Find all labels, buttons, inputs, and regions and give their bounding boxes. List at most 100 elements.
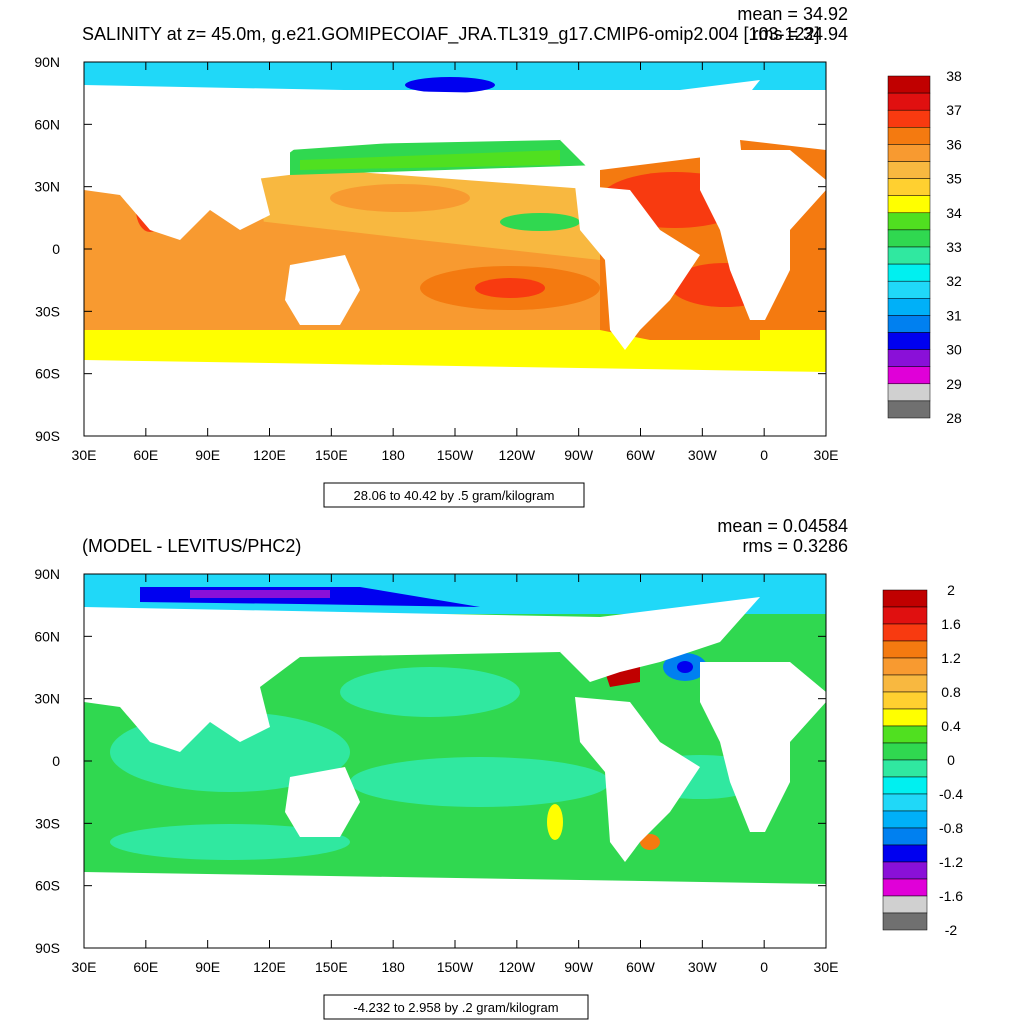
lat-label: 30S bbox=[35, 815, 60, 831]
africa-landmass bbox=[700, 662, 826, 832]
colorbar-swatch bbox=[887, 280, 931, 299]
lon-label: 30E bbox=[814, 959, 839, 975]
lon-label: 0 bbox=[760, 447, 768, 463]
lat-label: 90S bbox=[35, 940, 60, 956]
difference-panel: (MODEL - LEVITUS/PHC2) mean = 0.04584 rm… bbox=[0, 512, 1024, 1024]
colorbar-label: 29 bbox=[946, 376, 962, 392]
colorbar-swatch bbox=[887, 298, 931, 316]
colorbar-swatch bbox=[882, 742, 928, 761]
eurasia-landmass bbox=[84, 85, 620, 240]
map-plot-area bbox=[83, 61, 827, 437]
colorbar-swatch bbox=[882, 776, 928, 795]
colorbar-label: -0.4 bbox=[939, 786, 963, 802]
colorbar-labels: 38 37 36 35 34 33 32 31 30 29 28 bbox=[946, 68, 962, 426]
colorbar-label: 33 bbox=[946, 239, 962, 255]
lat-label: 0 bbox=[52, 241, 60, 257]
lat-label: 30S bbox=[35, 303, 60, 319]
colorbar-swatch bbox=[887, 332, 931, 350]
lon-ticks bbox=[83, 574, 827, 948]
colorbar-swatch bbox=[887, 144, 931, 162]
lat-ticks bbox=[84, 573, 826, 949]
contour-info-box bbox=[323, 994, 589, 1020]
colorbar-swatch bbox=[887, 195, 931, 214]
lon-label: 90E bbox=[195, 959, 220, 975]
colorbar-swatch bbox=[887, 109, 931, 128]
colorbar-label: 36 bbox=[946, 136, 962, 152]
lon-label: 60W bbox=[626, 959, 656, 975]
australia-landmass bbox=[285, 767, 360, 837]
lat-label: 90N bbox=[34, 54, 60, 70]
colorbar-swatch bbox=[887, 75, 931, 94]
lat-label: 0 bbox=[52, 753, 60, 769]
colorbar-label: -2 bbox=[945, 922, 958, 938]
stats-rms: rms = 0.3286 bbox=[742, 536, 848, 556]
colorbar-label: 1.2 bbox=[941, 650, 961, 666]
lon-label: 90E bbox=[195, 447, 220, 463]
colorbar-label: 38 bbox=[946, 68, 962, 84]
south-america-landmass bbox=[575, 185, 700, 350]
lon-label: 120W bbox=[499, 447, 536, 463]
colorbar-label: 2 bbox=[947, 582, 955, 598]
colorbar-labels: 2 1.6 1.2 0.8 0.4 0 -0.4 -0.8 -1.2 -1.6 -2 bbox=[939, 582, 963, 938]
colorbar-swatch bbox=[882, 759, 928, 778]
difference-field bbox=[84, 574, 826, 948]
colorbar-swatch bbox=[887, 127, 931, 145]
south-pacific-fresh bbox=[350, 757, 610, 807]
colorbar-swatch bbox=[882, 606, 928, 625]
colorbar-label: 1.6 bbox=[941, 616, 961, 632]
southeast-pacific-salty bbox=[547, 804, 563, 840]
lat-label: 90N bbox=[34, 566, 60, 582]
lat-label: 60N bbox=[34, 628, 60, 644]
colorbar-swatch bbox=[882, 640, 928, 659]
contour-info-text: 28.06 to 40.42 by .5 gram/kilogram bbox=[354, 488, 555, 503]
lon-label: 150W bbox=[437, 959, 474, 975]
lat-label: 60N bbox=[34, 116, 60, 132]
colorbar-swatch bbox=[887, 92, 931, 111]
colorbar-label: 37 bbox=[946, 102, 962, 118]
antarctica-coast-east bbox=[360, 370, 826, 410]
lon-label: 60E bbox=[133, 959, 158, 975]
antarctica-coast-east bbox=[360, 882, 826, 922]
lat-label: 30N bbox=[34, 179, 60, 195]
north-america-landmass bbox=[560, 80, 760, 170]
lat-label: 90S bbox=[35, 428, 60, 444]
lon-axis-labels: 30E 60E 90E 120E 150E 180 150W 120W 90W 60W 30W 0 30… bbox=[72, 959, 839, 975]
salinity-map-figure: SALINITY at z= 45.0m, g.e21.GOMIPECOIAF_… bbox=[34, 4, 962, 508]
colorbar-label: 0.8 bbox=[941, 684, 961, 700]
south-america-landmass bbox=[575, 697, 700, 862]
colorbar-swatch bbox=[882, 861, 928, 880]
colorbar-label: -1.6 bbox=[939, 888, 963, 904]
lon-label: 30E bbox=[72, 959, 97, 975]
australia-landmass bbox=[285, 255, 360, 325]
figure-title: (MODEL - LEVITUS/PHC2) bbox=[82, 536, 301, 556]
lon-label: 120E bbox=[253, 447, 286, 463]
lon-label: 150W bbox=[437, 447, 474, 463]
lat-axis-labels: 90N 60N 30N 0 30S 60S 90S bbox=[34, 566, 60, 956]
colorbar-swatch bbox=[882, 844, 928, 863]
colorbar-label: 34 bbox=[946, 205, 962, 221]
colorbar-swatch bbox=[882, 810, 928, 829]
lon-ticks bbox=[83, 62, 827, 436]
difference-map-figure: (MODEL - LEVITUS/PHC2) mean = 0.04584 rm… bbox=[34, 516, 963, 1020]
colorbar-swatch bbox=[882, 657, 928, 676]
north-america-landmass bbox=[560, 597, 760, 682]
colorbar-swatch bbox=[887, 383, 931, 402]
labrador-fresh-core bbox=[677, 661, 693, 673]
north-pacific-band bbox=[300, 150, 560, 170]
colorbar-swatch bbox=[887, 366, 931, 385]
lon-label: 90W bbox=[564, 447, 594, 463]
salinity-field bbox=[84, 62, 826, 436]
contour-info-text: -4.232 to 2.958 by .2 gram/kilogram bbox=[353, 1000, 558, 1015]
colorbar-label: 35 bbox=[946, 171, 962, 187]
lon-label: 180 bbox=[381, 959, 405, 975]
colorbar-label: 30 bbox=[946, 342, 962, 358]
difference-colorbar bbox=[882, 589, 928, 931]
lon-label: 180 bbox=[381, 447, 405, 463]
lon-axis-labels: 30E 60E 90E 120E 150E 180 150W 120W 90W 60W 30W 0 30… bbox=[72, 447, 839, 463]
lon-label: 90W bbox=[564, 959, 594, 975]
eurasia-landmass bbox=[84, 607, 620, 752]
colorbar-swatch bbox=[887, 178, 931, 196]
colorbar-label: -1.2 bbox=[939, 854, 963, 870]
lon-label: 30E bbox=[72, 447, 97, 463]
colorbar-swatch bbox=[887, 400, 931, 419]
